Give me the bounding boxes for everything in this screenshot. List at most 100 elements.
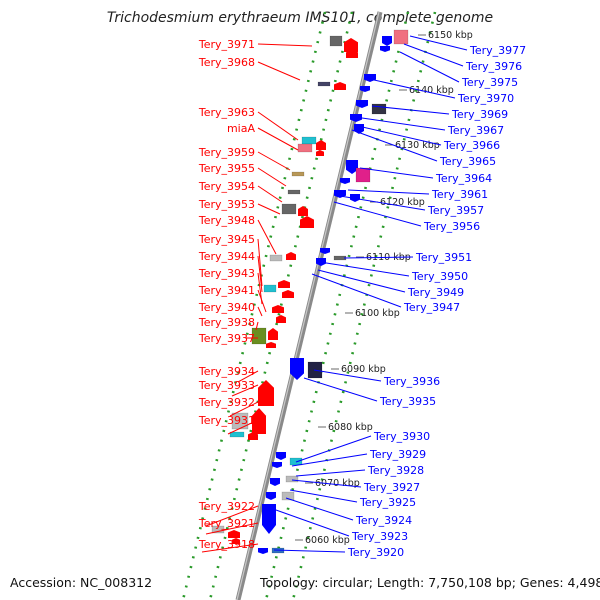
right-gene-label[interactable]: Tery_3965 — [439, 155, 496, 168]
left-label-layer: Tery_3971 Tery_3968 Tery_3963 miaA Tery_3959… — [198, 38, 313, 553]
left-gene-label[interactable]: Tery_3937 — [198, 332, 255, 345]
reverse-gene-arrow — [258, 548, 268, 554]
tick-label: 6140 kbp — [409, 85, 454, 96]
rail-right-inner — [264, 11, 410, 600]
right-callout-line — [403, 43, 464, 67]
left-callout-line — [227, 419, 259, 435]
gene-block — [211, 525, 225, 534]
forward-gene-arrow — [268, 328, 278, 340]
reverse-gene-arrow — [290, 358, 304, 380]
right-gene-label[interactable]: Tery_3964 — [435, 172, 492, 185]
right-gene-label[interactable]: Tery_3970 — [457, 92, 514, 105]
left-callout-line — [257, 306, 263, 317]
left-gene-label[interactable]: Tery_3959 — [198, 146, 255, 159]
left-gene-label[interactable]: Tery_3971 — [198, 38, 255, 51]
left-gene-label[interactable]: Tery_3931 — [198, 414, 255, 427]
right-gene-label[interactable]: Tery_3949 — [407, 286, 464, 299]
right-callout-line — [289, 489, 358, 503]
reverse-gene-arrow — [382, 36, 392, 46]
left-gene-label[interactable]: Tery_3968 — [198, 56, 255, 69]
left-gene-label[interactable]: Tery_3943 — [198, 267, 255, 280]
left-gene-label[interactable]: Tery_3953 — [198, 198, 255, 211]
right-gene-label[interactable]: Tery_3967 — [447, 124, 504, 137]
right-gene-label[interactable]: Tery_3977 — [469, 44, 526, 57]
forward-gene-arrow — [258, 380, 274, 406]
left-gene-label[interactable]: Tery_3940 — [198, 301, 255, 314]
right-gene-label[interactable]: Tery_3929 — [369, 448, 426, 461]
right-gene-label[interactable]: Tery_3920 — [347, 546, 404, 559]
right-gene-label[interactable]: Tery_3961 — [431, 188, 488, 201]
tick-label: 6070 kbp — [315, 478, 360, 489]
forward-gene-arrow — [228, 530, 240, 538]
gene-block — [281, 491, 295, 501]
reverse-gene-arrow — [364, 74, 376, 82]
left-gene-label[interactable]: Tery_3955 — [198, 162, 255, 175]
gene-block — [355, 167, 371, 183]
left-callout-line — [205, 522, 259, 535]
forward-gene-arrow — [286, 252, 296, 260]
right-gene-label[interactable]: Tery_3957 — [427, 204, 484, 217]
tick-label: 6090 kbp — [341, 364, 386, 375]
right-callout-line — [347, 189, 430, 195]
left-gene-label[interactable]: Tery_3934 — [198, 365, 255, 378]
left-gene-label[interactable]: Tery_3945 — [198, 233, 255, 246]
right-gene-label[interactable]: Tery_3976 — [465, 60, 522, 73]
right-gene-label[interactable]: Tery_3966 — [443, 139, 500, 152]
right-gene-label[interactable]: Tery_3951 — [415, 251, 472, 264]
right-gene-label[interactable]: Tery_3930 — [373, 430, 430, 443]
tick-label: 6130 kbp — [395, 140, 440, 151]
right-gene-label[interactable]: Tery_3935 — [379, 395, 436, 408]
left-callout-line — [205, 505, 259, 527]
right-callout-line — [291, 453, 368, 467]
forward-gene-arrow — [298, 206, 308, 216]
tick-label: 6080 kbp — [328, 422, 373, 433]
right-gene-label[interactable]: Tery_3924 — [355, 514, 412, 527]
left-callout-line — [257, 167, 287, 187]
right-gene-label[interactable]: Tery_3925 — [359, 496, 416, 509]
right-gene-label[interactable]: Tery_3936 — [383, 375, 440, 388]
forward-gene-arrow — [334, 82, 346, 90]
reverse-gene-arrow — [380, 46, 390, 52]
right-gene-label[interactable]: Tery_3950 — [411, 270, 468, 283]
left-callout-line — [257, 127, 299, 151]
left-gene-label[interactable]: miaA — [227, 122, 256, 135]
reverse-gene-arrow — [356, 100, 368, 108]
reverse-gene-arrow — [340, 178, 350, 184]
left-gene-label[interactable]: Tery_3922 — [198, 500, 255, 513]
left-gene-label[interactable]: Tery_3933 — [198, 379, 255, 392]
right-gene-label[interactable]: Tery_3947 — [403, 301, 460, 314]
left-gene-label[interactable]: Tery_3932 — [198, 396, 255, 409]
left-gene-label[interactable]: Tery_3918 — [198, 538, 255, 551]
right-gene-label[interactable]: Tery_3928 — [367, 464, 424, 477]
right-gene-label[interactable]: Tery_3927 — [363, 481, 420, 494]
left-gene-label[interactable]: Tery_3948 — [198, 214, 255, 227]
left-gene-label[interactable]: Tery_3963 — [198, 106, 255, 119]
right-gene-label[interactable]: Tery_3969 — [451, 108, 508, 121]
left-gene-label[interactable]: Tery_3944 — [198, 250, 255, 263]
right-gene-label[interactable]: Tery_3975 — [461, 76, 518, 89]
right-callout-line — [371, 105, 450, 115]
right-gene-label[interactable]: Tery_3923 — [351, 530, 408, 543]
accession-text: Accession: NC_008312 — [10, 575, 152, 590]
gene-block — [231, 412, 249, 430]
gene-block — [229, 431, 245, 438]
left-gene-label[interactable]: Tery_3938 — [198, 316, 255, 329]
gene-block — [251, 327, 267, 345]
reverse-gene-arrow — [266, 492, 276, 500]
left-callout-line — [237, 370, 259, 383]
gene-block — [393, 29, 409, 45]
right-gene-label[interactable]: Tery_3956 — [423, 220, 480, 233]
gene-block — [291, 171, 305, 177]
left-callout-line — [229, 401, 259, 417]
left-gene-label[interactable]: Tery_3921 — [198, 517, 255, 530]
left-gene-label[interactable]: Tery_3954 — [198, 180, 255, 193]
right-callout-line — [275, 509, 350, 537]
genome-backbone-highlight — [236, 11, 380, 600]
reverse-gene-arrow — [350, 114, 362, 122]
right-callout-line — [273, 549, 346, 553]
topology-text: Topology: circular; Length: 7,750,108 bp… — [259, 575, 600, 590]
left-callout-line — [257, 111, 299, 141]
reverse-gene-arrow — [270, 478, 280, 486]
left-callout-line — [257, 289, 267, 313]
left-gene-label[interactable]: Tery_3941 — [198, 284, 255, 297]
